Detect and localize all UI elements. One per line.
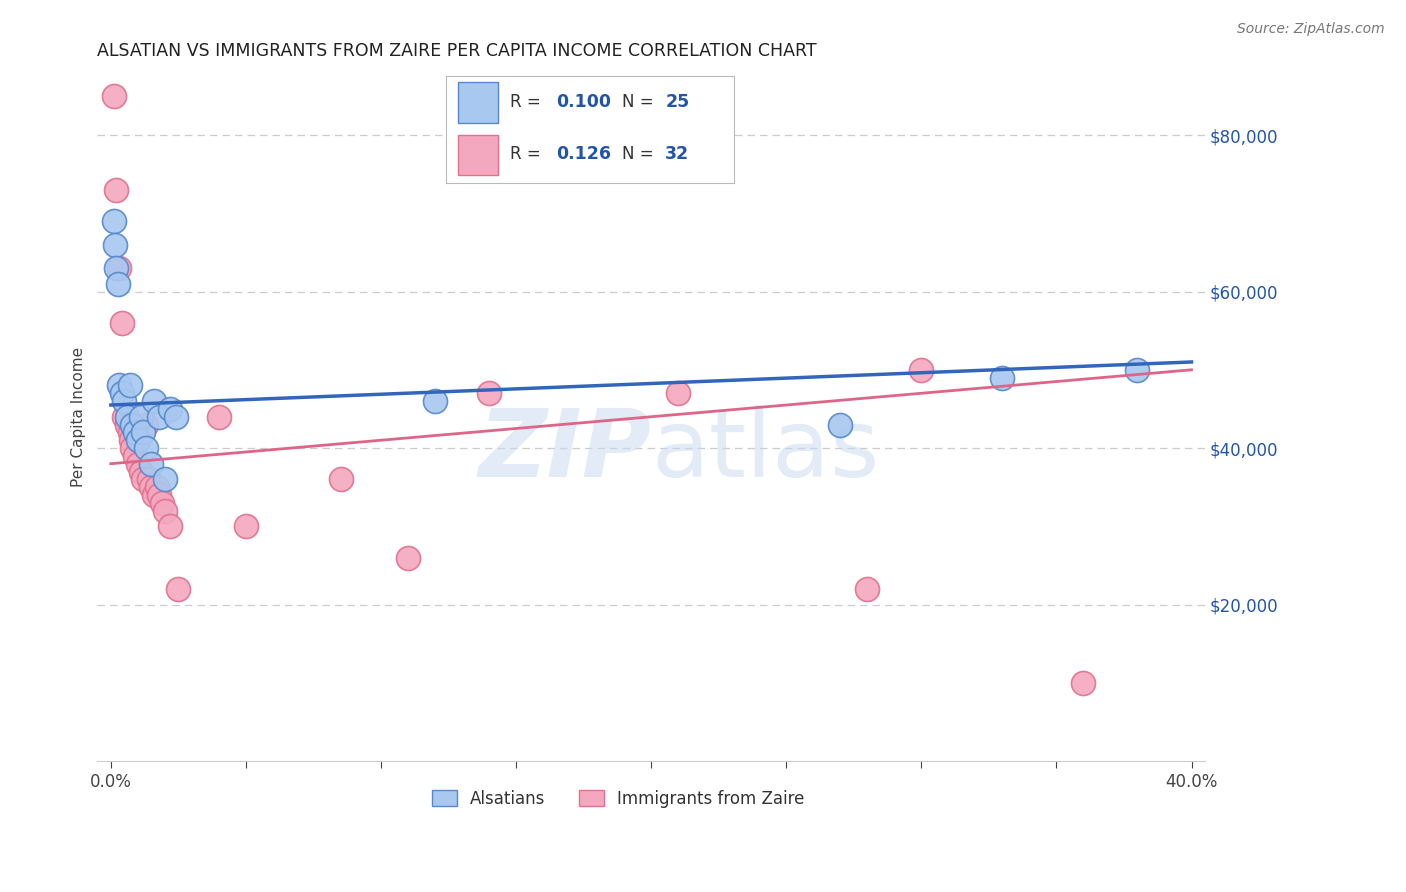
Point <box>129 409 152 424</box>
Point <box>104 237 127 252</box>
Point <box>1073 675 1095 690</box>
Point <box>143 488 166 502</box>
Point <box>830 417 852 432</box>
Point <box>153 503 176 517</box>
Point <box>991 370 1014 384</box>
Point <box>120 434 142 448</box>
Point <box>124 425 146 440</box>
Point <box>105 261 128 276</box>
Point <box>132 425 155 440</box>
Point <box>111 386 134 401</box>
Point <box>112 394 135 409</box>
Point <box>135 441 157 455</box>
Point <box>148 488 170 502</box>
Point <box>127 434 149 448</box>
Point <box>146 480 169 494</box>
Point <box>118 378 141 392</box>
Point <box>121 417 143 432</box>
Point <box>115 417 138 432</box>
Point <box>138 472 160 486</box>
Y-axis label: Per Capita Income: Per Capita Income <box>72 347 86 487</box>
Point <box>666 386 689 401</box>
Point <box>396 550 419 565</box>
Text: atlas: atlas <box>651 405 879 497</box>
Legend: Alsatians, Immigrants from Zaire: Alsatians, Immigrants from Zaire <box>425 783 811 814</box>
Point <box>423 394 446 409</box>
Point <box>159 519 181 533</box>
Point <box>118 425 141 440</box>
Point <box>105 183 128 197</box>
Point <box>127 457 149 471</box>
Point <box>129 465 152 479</box>
Point <box>132 472 155 486</box>
Point <box>910 363 932 377</box>
Point <box>159 401 181 416</box>
Point <box>148 409 170 424</box>
Point <box>107 277 129 291</box>
Text: ZIP: ZIP <box>478 405 651 497</box>
Point <box>143 394 166 409</box>
Point <box>1126 363 1149 377</box>
Point <box>856 582 879 596</box>
Point <box>478 386 501 401</box>
Point <box>329 472 352 486</box>
Point <box>141 480 163 494</box>
Text: ALSATIAN VS IMMIGRANTS FROM ZAIRE PER CAPITA INCOME CORRELATION CHART: ALSATIAN VS IMMIGRANTS FROM ZAIRE PER CA… <box>97 42 817 60</box>
Point <box>167 582 190 596</box>
Point <box>124 449 146 463</box>
Point <box>153 472 176 486</box>
Point <box>235 519 257 533</box>
Point <box>121 441 143 455</box>
Point <box>108 261 131 276</box>
Point <box>112 409 135 424</box>
Point <box>135 417 157 432</box>
Point <box>165 409 187 424</box>
Text: Source: ZipAtlas.com: Source: ZipAtlas.com <box>1237 22 1385 37</box>
Point <box>150 496 173 510</box>
Point <box>103 89 125 103</box>
Point <box>208 409 231 424</box>
Point <box>111 316 134 330</box>
Point <box>115 409 138 424</box>
Point <box>141 457 163 471</box>
Point <box>108 378 131 392</box>
Point <box>103 214 125 228</box>
